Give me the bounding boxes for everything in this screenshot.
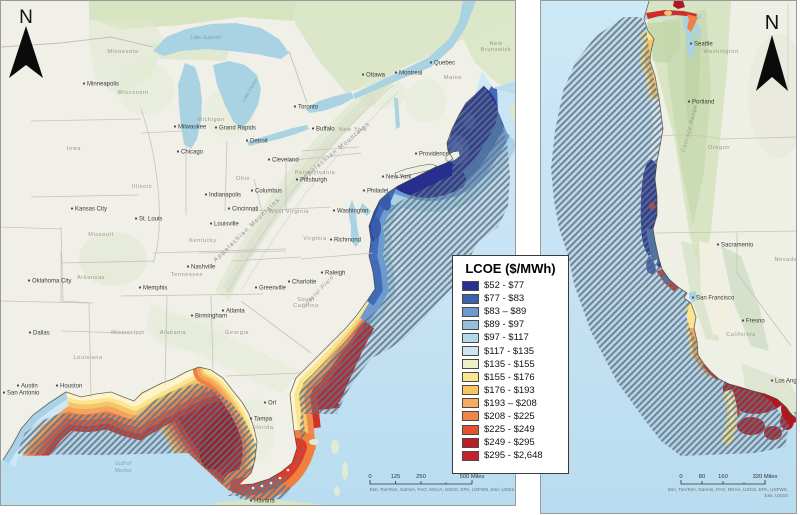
svg-text:Esri, TomTom, Garmin, FAO, NOA: Esri, TomTom, Garmin, FAO, NOAA, USGS, E… xyxy=(370,487,515,492)
svg-text:Sacramento: Sacramento xyxy=(721,243,754,249)
svg-text:Iowa: Iowa xyxy=(67,146,82,152)
svg-text:Louisiana: Louisiana xyxy=(73,355,103,361)
svg-text:Austin: Austin xyxy=(21,384,38,390)
svg-text:Missouri: Missouri xyxy=(88,232,114,238)
svg-text:Virginia: Virginia xyxy=(303,236,327,242)
svg-text:South: South xyxy=(297,297,315,303)
svg-text:Indianapolis: Indianapolis xyxy=(209,193,241,199)
svg-text:Brunswick: Brunswick xyxy=(481,47,512,53)
svg-text:New York: New York xyxy=(386,175,412,181)
svg-text:Richmond: Richmond xyxy=(334,238,361,244)
svg-text:Buffalo: Buffalo xyxy=(316,127,335,133)
svg-text:Quebec: Quebec xyxy=(434,61,455,67)
svg-text:160: 160 xyxy=(718,474,728,480)
svg-text:Washington: Washington xyxy=(337,209,368,215)
svg-text:Illinois: Illinois xyxy=(132,184,152,190)
svg-text:Cleveland: Cleveland xyxy=(272,158,299,164)
svg-text:Wisconsin: Wisconsin xyxy=(118,90,149,96)
svg-text:Gulf of: Gulf of xyxy=(115,461,131,467)
svg-text:Milwaukee: Milwaukee xyxy=(178,125,207,131)
svg-text:Mexico: Mexico xyxy=(114,468,131,474)
svg-text:St. Louis: St. Louis xyxy=(139,217,162,223)
svg-text:Nashville: Nashville xyxy=(191,265,216,271)
svg-text:Birmingham: Birmingham xyxy=(195,314,227,320)
svg-text:Pittsburgh: Pittsburgh xyxy=(300,178,327,184)
svg-text:Charlotte: Charlotte xyxy=(292,280,317,286)
svg-text:Philadel: Philadel xyxy=(367,189,388,195)
svg-text:80: 80 xyxy=(699,474,705,480)
svg-text:Michigan: Michigan xyxy=(197,117,224,123)
svg-text:San Francisco: San Francisco xyxy=(696,296,735,302)
svg-text:Ottawa: Ottawa xyxy=(366,73,386,79)
svg-text:N: N xyxy=(765,12,779,34)
svg-text:Alabama: Alabama xyxy=(160,330,187,336)
svg-text:San Antonio: San Antonio xyxy=(7,391,40,397)
svg-text:Florida: Florida xyxy=(252,425,274,431)
svg-text:Raleigh: Raleigh xyxy=(325,271,345,277)
svg-text:Tampa: Tampa xyxy=(254,417,273,423)
svg-text:Esri, USGS: Esri, USGS xyxy=(765,493,788,498)
svg-text:Houston: Houston xyxy=(60,384,82,390)
svg-text:Fresno: Fresno xyxy=(746,319,765,325)
svg-text:Greenville: Greenville xyxy=(259,286,287,292)
svg-text:250: 250 xyxy=(416,474,426,480)
svg-text:Portland: Portland xyxy=(692,100,714,106)
svg-text:Esri, TomTom, Garmin, FAO, NOA: Esri, TomTom, Garmin, FAO, NOAA, USGS, E… xyxy=(668,487,788,492)
svg-text:Detroit: Detroit xyxy=(250,139,268,145)
svg-text:Minnesota: Minnesota xyxy=(107,49,138,55)
svg-text:West Virginia: West Virginia xyxy=(269,209,310,215)
svg-text:Oregon: Oregon xyxy=(708,145,730,151)
svg-text:Arkansas: Arkansas xyxy=(77,275,105,281)
svg-text:Washington: Washington xyxy=(703,49,738,55)
svg-text:Carolina: Carolina xyxy=(293,303,319,309)
svg-text:Montreal: Montreal xyxy=(399,71,422,77)
svg-text:N: N xyxy=(19,7,33,28)
svg-text:Columbus: Columbus xyxy=(255,189,282,195)
svg-text:Providence: Providence xyxy=(419,152,450,158)
svg-text:Minneapolis: Minneapolis xyxy=(87,82,119,88)
svg-text:Memphis: Memphis xyxy=(143,286,167,292)
svg-text:500 Miles: 500 Miles xyxy=(460,474,485,480)
svg-text:New: New xyxy=(490,41,503,47)
svg-text:Ohio: Ohio xyxy=(236,176,250,182)
svg-text:Orl: Orl xyxy=(268,401,276,407)
svg-text:Kansas City: Kansas City xyxy=(75,207,107,213)
svg-text:Grand Rapids: Grand Rapids xyxy=(219,126,256,132)
svg-text:Seattle: Seattle xyxy=(694,42,713,48)
svg-text:San: San xyxy=(794,413,797,419)
svg-text:Dallas: Dallas xyxy=(33,331,50,337)
svg-text:Los Angeles: Los Angeles xyxy=(775,379,797,385)
svg-text:Louisville: Louisville xyxy=(214,222,239,228)
svg-text:Georgia: Georgia xyxy=(225,330,249,336)
svg-text:Maine: Maine xyxy=(444,75,462,81)
svg-text:Atlanta: Atlanta xyxy=(226,309,245,315)
svg-text:Nevada: Nevada xyxy=(775,257,797,263)
svg-text:California: California xyxy=(726,332,756,338)
svg-text:Pennsylvania: Pennsylvania xyxy=(295,170,336,176)
svg-text:Toronto: Toronto xyxy=(298,105,319,111)
svg-text:Oklahoma City: Oklahoma City xyxy=(32,279,71,285)
svg-text:Kentucky: Kentucky xyxy=(189,238,217,244)
svg-text:Mississippi: Mississippi xyxy=(111,330,145,336)
svg-text:Tennessee: Tennessee xyxy=(171,272,203,278)
svg-text:320 Miles: 320 Miles xyxy=(753,474,778,480)
svg-text:New York: New York xyxy=(339,127,367,133)
svg-text:0: 0 xyxy=(368,474,371,480)
svg-text:Lake Superior: Lake Superior xyxy=(190,35,221,41)
svg-text:0: 0 xyxy=(679,474,682,480)
svg-text:Chicago: Chicago xyxy=(181,150,204,156)
svg-text:125: 125 xyxy=(391,474,401,480)
svg-text:Havana: Havana xyxy=(254,499,275,505)
svg-text:Cincinnati: Cincinnati xyxy=(232,207,258,213)
